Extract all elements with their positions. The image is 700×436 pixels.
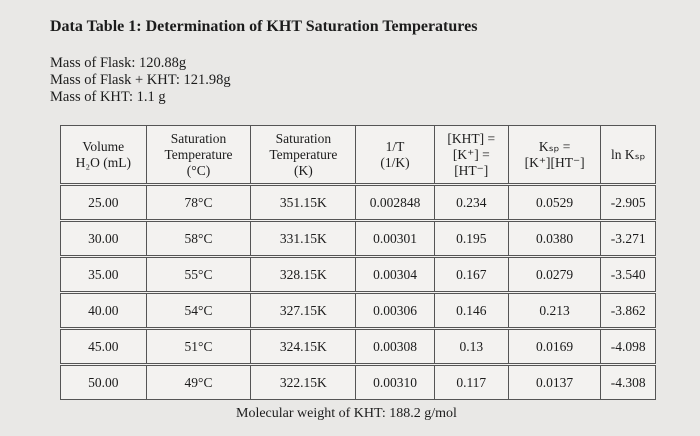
table-cell: 0.195 <box>433 219 509 257</box>
column-header: Volume H₂O (mL) <box>60 125 147 185</box>
table-cell: 0.00308 <box>355 327 435 365</box>
table-cell: 0.213 <box>507 291 602 329</box>
table-cell: -4.098 <box>600 327 656 365</box>
table-cell: 324.15K <box>250 327 357 365</box>
table-cell: 78°C <box>145 183 252 221</box>
table-cell: 30.00 <box>60 219 147 257</box>
table-cell: 50.00 <box>60 363 147 400</box>
table-cell: 45.00 <box>60 327 147 365</box>
table-cell: 58°C <box>145 219 252 257</box>
header-row: Volume H₂O (mL) Saturation Temperature (°… <box>60 125 656 185</box>
table-cell: 0.00304 <box>355 255 435 293</box>
table-cell: -3.271 <box>600 219 656 257</box>
table-cell: 35.00 <box>60 255 147 293</box>
table-row: 50.00 49°C 322.15K 0.00310 0.117 0.0137 -4.308 <box>60 363 656 400</box>
table-cell: 0.00301 <box>355 219 435 257</box>
column-header: [KHT] = [K⁺] = [HT⁻] <box>433 125 509 185</box>
footer-note: Molecular weight of KHT: 188.2 g/mol <box>236 406 457 421</box>
table-body: 25.00 78°C 351.15K 0.002848 0.234 0.0529 -2.90… <box>60 183 656 400</box>
table-cell: 25.00 <box>60 183 147 221</box>
table-cell: 0.167 <box>433 255 509 293</box>
table-cell: 0.0137 <box>507 363 602 400</box>
table-cell: 0.146 <box>433 291 509 329</box>
table-cell: 351.15K <box>250 183 357 221</box>
column-header: Kₛₚ = [K⁺][HT⁻] <box>507 125 602 185</box>
table-cell: 0.002848 <box>355 183 435 221</box>
table-cell: 0.117 <box>433 363 509 400</box>
table-cell: -2.905 <box>600 183 656 221</box>
table-row: 45.00 51°C 324.15K 0.00308 0.13 0.0169 -4.098 <box>60 327 656 365</box>
table-cell: -3.540 <box>600 255 656 293</box>
column-header: ln Kₛₚ <box>600 125 656 185</box>
table-row: 40.00 54°C 327.15K 0.00306 0.146 0.213 -3.862 <box>60 291 656 329</box>
mass-info: Mass of Flask: 120.88g Mass of Flask + KH… <box>50 55 231 106</box>
table-cell: 49°C <box>145 363 252 400</box>
table-cell: 0.0169 <box>507 327 602 365</box>
table-cell: 0.0380 <box>507 219 602 257</box>
table-cell: 331.15K <box>250 219 357 257</box>
table-cell: 0.0279 <box>507 255 602 293</box>
table-cell: 0.00310 <box>355 363 435 400</box>
table-row: 35.00 55°C 328.15K 0.00304 0.167 0.0279 -3.540 <box>60 255 656 293</box>
mass-line: Mass of KHT: 1.1 g <box>50 89 166 105</box>
column-header: Saturation Temperature (°C) <box>145 125 252 185</box>
mass-line: Mass of Flask: 120.88g <box>50 55 187 71</box>
table-cell: 0.234 <box>433 183 509 221</box>
table-cell: 0.00306 <box>355 291 435 329</box>
table-cell: -4.308 <box>600 363 656 400</box>
mass-line: Mass of Flask + KHT: 121.98g <box>50 72 231 88</box>
data-table: Volume H₂O (mL) Saturation Temperature (°… <box>60 125 656 400</box>
title: Data Table 1: Determination of KHT Satur… <box>50 18 478 35</box>
table-cell: 40.00 <box>60 291 147 329</box>
table-row: 25.00 78°C 351.15K 0.002848 0.234 0.0529 -2.90… <box>60 183 656 221</box>
table-cell: 55°C <box>145 255 252 293</box>
table-cell: 54°C <box>145 291 252 329</box>
table-cell: 322.15K <box>250 363 357 400</box>
column-header: 1/T (1/K) <box>355 125 435 185</box>
table-cell: 327.15K <box>250 291 357 329</box>
table-cell: -3.862 <box>600 291 656 329</box>
column-header: Saturation Temperature (K) <box>250 125 357 185</box>
table-cell: 0.0529 <box>507 183 602 221</box>
table-cell: 51°C <box>145 327 252 365</box>
table-cell: 328.15K <box>250 255 357 293</box>
table-row: 30.00 58°C 331.15K 0.00301 0.195 0.0380 -3.271 <box>60 219 656 257</box>
table-cell: 0.13 <box>433 327 509 365</box>
